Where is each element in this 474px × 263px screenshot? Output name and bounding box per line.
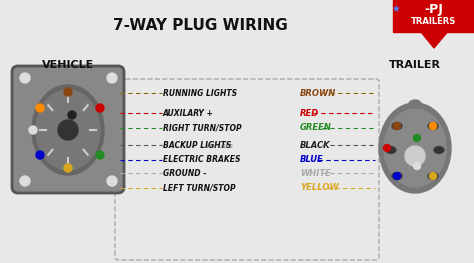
Circle shape [20,176,30,186]
Circle shape [405,146,425,166]
Ellipse shape [428,123,438,129]
Text: ELECTRIC BRAKES: ELECTRIC BRAKES [163,155,240,164]
FancyBboxPatch shape [393,0,474,32]
Circle shape [393,123,401,129]
Circle shape [413,134,420,141]
FancyBboxPatch shape [12,66,124,193]
Circle shape [20,73,30,83]
Text: TRAILERS: TRAILERS [411,18,456,27]
Ellipse shape [387,148,395,153]
Circle shape [96,151,104,159]
Circle shape [64,164,72,172]
Circle shape [383,144,391,151]
Text: BLUE: BLUE [300,155,324,164]
Text: AUXILARY +: AUXILARY + [163,109,214,118]
Circle shape [107,73,117,83]
Circle shape [429,123,437,129]
Circle shape [58,120,78,140]
Circle shape [429,173,437,180]
Ellipse shape [428,173,438,180]
Circle shape [36,104,44,112]
Ellipse shape [379,103,451,193]
Text: RIGHT TURN/STOP: RIGHT TURN/STOP [163,124,242,133]
Text: WHITE: WHITE [300,169,331,178]
Ellipse shape [392,173,402,180]
Circle shape [107,176,117,186]
Circle shape [393,173,401,180]
Circle shape [36,151,44,159]
Ellipse shape [409,100,421,108]
Text: BLACK: BLACK [300,140,331,149]
Circle shape [96,104,104,112]
Circle shape [413,163,420,169]
Ellipse shape [386,146,396,154]
Ellipse shape [384,109,446,187]
Text: VEHICLE: VEHICLE [42,60,94,70]
Circle shape [68,111,76,119]
Text: BACKUP LIGHTS: BACKUP LIGHTS [163,140,231,149]
Circle shape [29,126,37,134]
Ellipse shape [435,148,443,153]
Text: YELLOW: YELLOW [300,184,339,193]
Ellipse shape [429,124,437,129]
Text: RUNNING LIGHTS: RUNNING LIGHTS [163,89,237,98]
Text: RED: RED [300,109,319,118]
Ellipse shape [434,146,444,154]
Text: LEFT TURN/STOP: LEFT TURN/STOP [163,184,236,193]
Text: -PJ: -PJ [425,3,444,17]
Text: TRAILER: TRAILER [389,60,441,70]
Text: ★: ★ [392,4,401,14]
Text: 7-WAY PLUG WIRING: 7-WAY PLUG WIRING [113,18,287,33]
Ellipse shape [429,174,437,179]
Ellipse shape [36,90,100,170]
Ellipse shape [392,123,402,129]
Polygon shape [395,0,474,48]
Ellipse shape [393,174,401,179]
Ellipse shape [32,85,104,175]
Ellipse shape [393,124,401,129]
Circle shape [64,88,72,96]
Text: GROUND -: GROUND - [163,169,206,178]
Text: BROWN: BROWN [300,89,336,98]
Text: NOT USED: NOT USED [207,144,232,149]
Text: GREEN: GREEN [300,124,332,133]
